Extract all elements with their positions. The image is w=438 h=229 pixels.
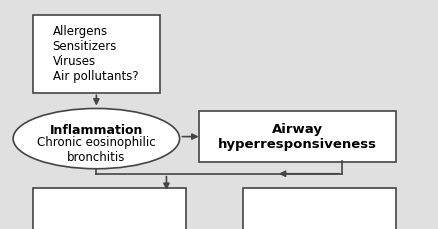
Text: Inflammation: Inflammation (49, 124, 143, 137)
FancyBboxPatch shape (33, 15, 160, 93)
FancyBboxPatch shape (199, 112, 396, 162)
Text: Allergens
Sensitizers
Viruses
Air pollutants?: Allergens Sensitizers Viruses Air pollut… (53, 25, 138, 83)
FancyBboxPatch shape (243, 188, 396, 229)
Ellipse shape (13, 109, 180, 169)
Text: Airway
hyperresponsiveness: Airway hyperresponsiveness (218, 123, 378, 151)
FancyBboxPatch shape (33, 188, 186, 229)
Text: Chronic eosinophilic
bronchitis: Chronic eosinophilic bronchitis (37, 136, 155, 164)
